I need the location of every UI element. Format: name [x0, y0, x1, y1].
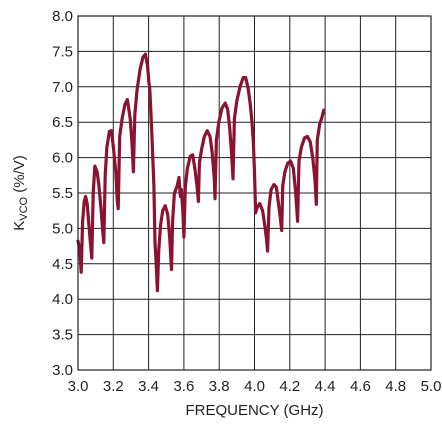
- x-tick-label: 5.0: [421, 378, 442, 395]
- y-tick-label: 7.0: [52, 79, 73, 96]
- y-tick-label: 5.0: [52, 220, 73, 237]
- y-axis-title-base: K: [11, 221, 28, 231]
- kvco-series-line: [76, 52, 326, 293]
- y-tick-label: 3.0: [52, 362, 73, 379]
- y-tick-label: 4.0: [52, 291, 73, 308]
- x-tick-label: 3.8: [209, 378, 230, 395]
- x-tick-labels: 3.0 3.2 3.4 3.6 3.8 4.0 4.2 4.4 4.6 4.8 5.0: [68, 378, 442, 395]
- x-tick-label: 3.2: [103, 378, 124, 395]
- x-tick-label: 3.0: [68, 378, 89, 395]
- y-tick-label: 7.5: [52, 43, 73, 60]
- x-tick-label: 3.4: [138, 378, 159, 395]
- y-tick-label: 5.5: [52, 185, 73, 202]
- x-tick-label: 4.2: [279, 378, 300, 395]
- y-tick-label: 3.5: [52, 327, 73, 344]
- plot-frame: [77, 15, 432, 371]
- y-axis-title: KVCO (%/V): [11, 155, 30, 231]
- x-tick-label: 4.6: [350, 378, 371, 395]
- y-tick-label: 6.0: [52, 150, 73, 167]
- y-tick-labels: 3.0 3.5 4.0 4.5 5.0 5.5 6.0 6.5 7.0 7.5 8.0: [52, 8, 73, 379]
- y-tick-label: 6.5: [52, 114, 73, 131]
- series-layer: [76, 52, 326, 293]
- y-tick-label: 8.0: [52, 8, 73, 25]
- y-axis-title-unit: (%/V): [11, 155, 28, 197]
- y-axis-title-subscript: VCO: [18, 196, 30, 220]
- y-tick-label: 4.5: [52, 256, 73, 273]
- x-tick-label: 4.0: [244, 378, 265, 395]
- x-tick-label: 4.4: [315, 378, 336, 395]
- x-axis-title: FREQUENCY (GHz): [185, 402, 323, 419]
- x-tick-label: 4.8: [385, 378, 406, 395]
- x-tick-label: 3.6: [173, 378, 194, 395]
